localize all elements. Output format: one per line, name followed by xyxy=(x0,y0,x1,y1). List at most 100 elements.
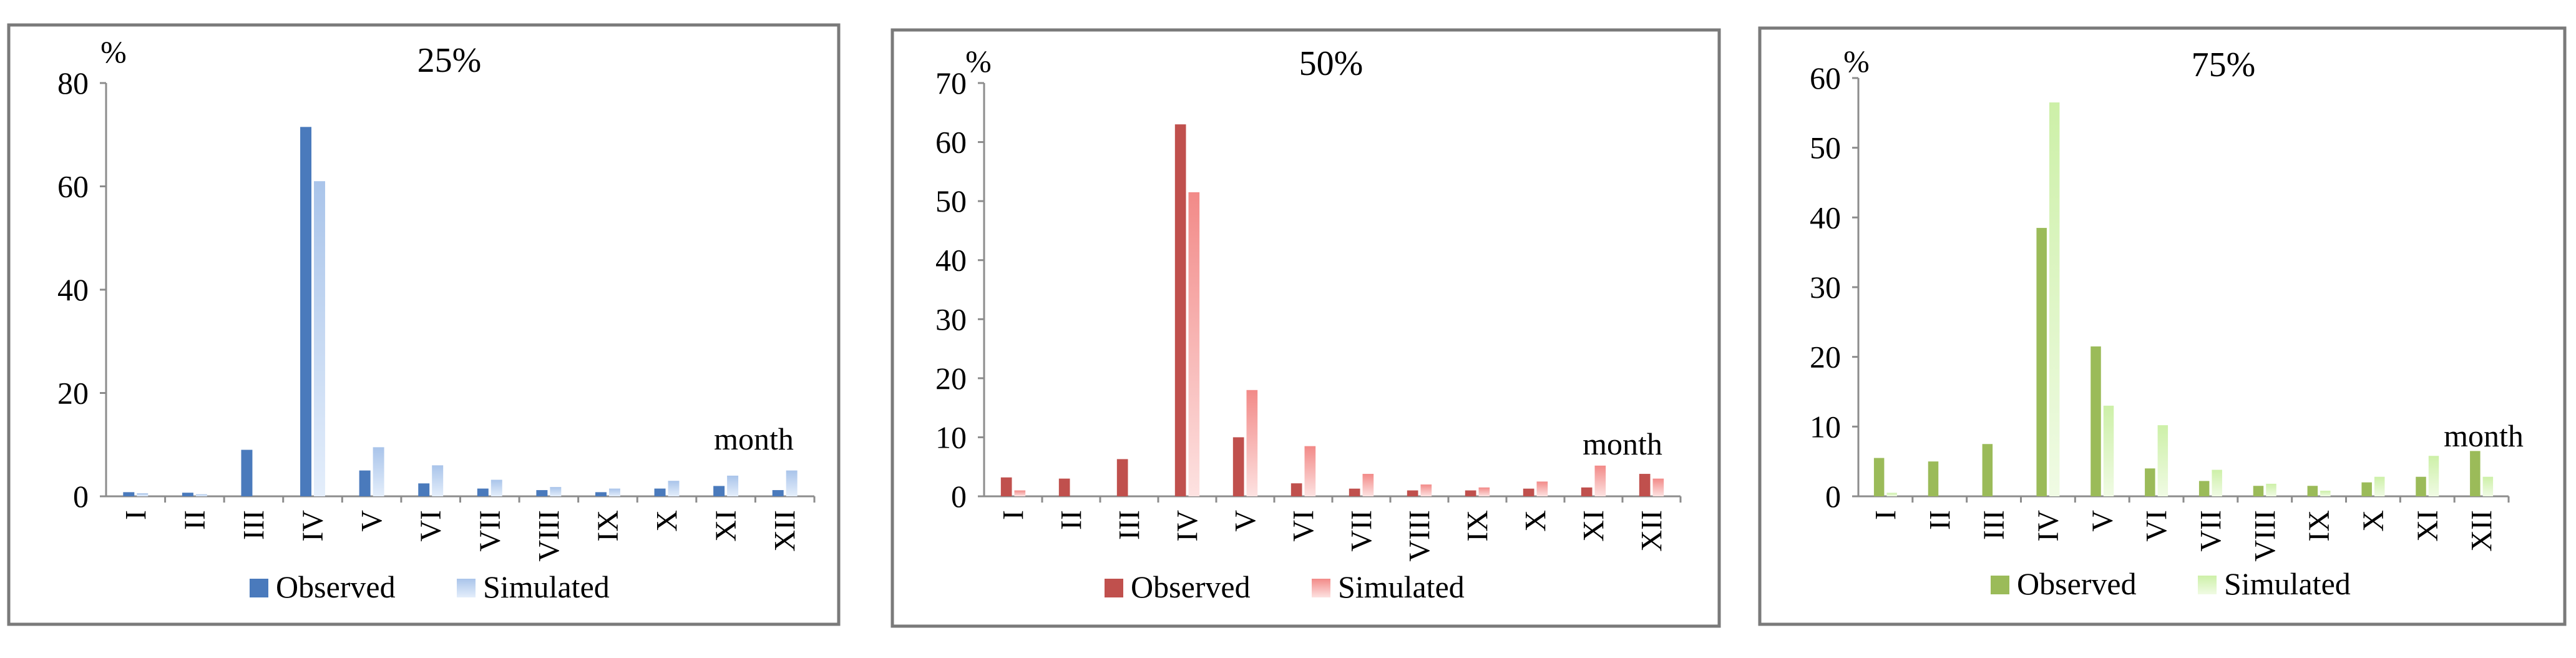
y-axis-label: % xyxy=(1843,44,1870,79)
x-tick-label: XI xyxy=(1578,510,1611,542)
bar-simulated xyxy=(1304,446,1316,496)
x-tick-label: XII xyxy=(769,510,802,552)
chart-title: 50% xyxy=(1299,44,1364,83)
bar-simulated xyxy=(1246,390,1258,496)
y-tick-label: 20 xyxy=(57,376,89,411)
legend-label-simulated: Simulated xyxy=(1338,569,1465,604)
y-tick-label: 10 xyxy=(935,420,967,454)
x-tick-label: IX xyxy=(2303,510,2336,542)
x-tick-label: VII xyxy=(1345,510,1378,552)
bar-observed xyxy=(2470,451,2481,496)
bar-observed xyxy=(2307,486,2318,496)
x-tick-label: VII xyxy=(474,510,507,552)
bar-observed xyxy=(595,492,607,496)
x-tick-label: IV xyxy=(1171,510,1204,542)
x-tick-label: III xyxy=(1113,510,1146,540)
x-tick-label: V xyxy=(2086,510,2119,532)
bar-observed xyxy=(2036,228,2047,496)
bar-simulated xyxy=(1594,465,1606,496)
bar-simulated xyxy=(1536,481,1548,496)
bar-observed xyxy=(2361,482,2372,496)
x-tick-label: XI xyxy=(710,510,743,542)
y-tick-label: 0 xyxy=(1825,479,1841,514)
x-tick-label: VI xyxy=(2140,510,2174,542)
bar-observed xyxy=(772,490,784,496)
bar-observed xyxy=(241,449,253,496)
y-tick-label: 20 xyxy=(935,361,967,396)
bar-simulated xyxy=(373,447,384,496)
x-tick-label: V xyxy=(356,510,389,532)
bar-observed xyxy=(1116,459,1128,496)
bar-simulated xyxy=(2482,476,2494,496)
y-tick-label: 60 xyxy=(1810,61,1841,96)
bar-observed xyxy=(2253,486,2264,496)
legend-label-simulated: Simulated xyxy=(483,569,610,604)
x-tick-label: VI xyxy=(414,510,447,542)
bar-observed xyxy=(2416,476,2426,496)
x-axis-label: month xyxy=(714,421,794,456)
bar-simulated xyxy=(2428,456,2439,496)
bar-observed xyxy=(1581,487,1593,496)
panel-frame xyxy=(7,23,841,626)
y-tick-label: 30 xyxy=(935,302,967,336)
bar-simulated xyxy=(2374,476,2385,496)
bar-simulated xyxy=(1886,493,1897,496)
x-tick-label: VI xyxy=(1287,510,1320,542)
bar-simulated xyxy=(608,488,620,496)
bar-observed xyxy=(713,486,725,496)
bar-simulated xyxy=(550,487,562,496)
legend-swatch-simulated xyxy=(1312,579,1330,597)
bar-simulated xyxy=(2212,469,2222,496)
chart-title: 25% xyxy=(417,41,482,80)
bar-simulated xyxy=(2320,491,2331,496)
legend-swatch-simulated xyxy=(457,579,476,597)
y-tick-label: 50 xyxy=(1810,130,1841,165)
x-tick-label: III xyxy=(237,510,270,540)
y-tick-label: 60 xyxy=(57,169,89,204)
x-tick-label: X xyxy=(1520,510,1553,532)
legend-swatch-simulated xyxy=(2198,576,2217,594)
bar-observed xyxy=(1982,444,1993,496)
bar-observed xyxy=(300,127,312,496)
panel-frame xyxy=(890,28,1721,628)
bar-observed xyxy=(182,493,193,496)
bar-observed xyxy=(1058,478,1070,496)
bar-simulated xyxy=(786,470,798,496)
bar-simulated xyxy=(2157,425,2169,496)
bar-observed xyxy=(654,488,666,496)
bar-observed xyxy=(418,483,430,496)
bar-simulated xyxy=(668,481,680,496)
bar-simulated xyxy=(314,181,326,496)
x-tick-label: II xyxy=(1055,510,1088,530)
legend-label-observed: Observed xyxy=(1131,569,1251,604)
y-tick-label: 50 xyxy=(935,184,967,219)
x-tick-label: X xyxy=(2357,510,2390,532)
bar-simulated xyxy=(1478,487,1490,496)
chart-title: 75% xyxy=(2192,46,2256,84)
bar-observed xyxy=(123,492,135,496)
y-tick-label: 20 xyxy=(1810,340,1841,375)
bar-observed xyxy=(359,470,371,496)
bar-simulated xyxy=(2266,483,2276,496)
x-tick-label: IX xyxy=(1461,510,1495,542)
x-tick-label: X xyxy=(651,510,684,532)
bar-observed xyxy=(477,488,489,496)
y-tick-label: 30 xyxy=(1810,270,1841,305)
x-tick-label: V xyxy=(1229,510,1262,532)
bar-simulated xyxy=(137,493,149,496)
bar-simulated xyxy=(432,465,444,496)
x-tick-label: VIII xyxy=(1403,510,1437,562)
bar-observed xyxy=(2145,468,2155,496)
x-tick-label: I xyxy=(119,510,152,520)
y-tick-label: 40 xyxy=(935,243,967,278)
y-tick-label: 70 xyxy=(935,66,967,101)
x-tick-label: IV xyxy=(296,510,329,542)
bar-observed xyxy=(1523,488,1534,496)
x-tick-label: XII xyxy=(1636,510,1669,552)
bar-observed xyxy=(536,490,548,496)
y-tick-label: 40 xyxy=(1810,200,1841,235)
x-tick-label: VIII xyxy=(2248,510,2281,562)
